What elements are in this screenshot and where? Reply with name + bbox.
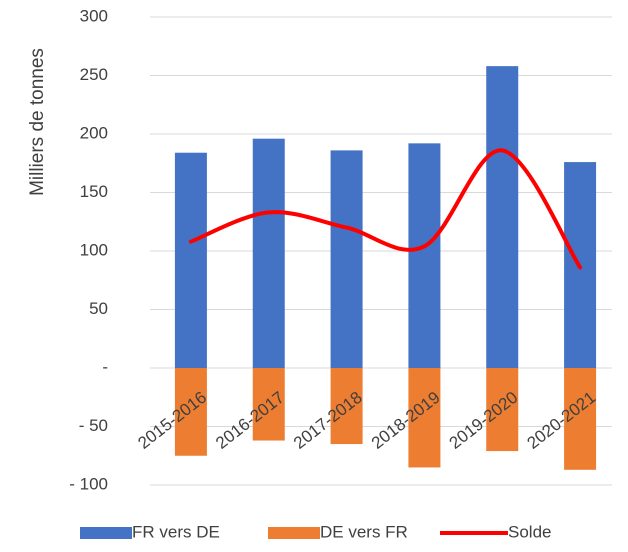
y-tick-label: 50 xyxy=(89,299,108,318)
y-tick-label: 200 xyxy=(80,123,108,142)
bar xyxy=(252,138,285,368)
y-tick-label: 100 xyxy=(80,240,108,259)
bar xyxy=(408,143,441,368)
bar xyxy=(330,368,363,445)
bar xyxy=(174,368,207,456)
y-tick-label: - 100 xyxy=(69,474,108,493)
legend-label: DE vers FR xyxy=(320,522,408,541)
legend-label: FR vers DE xyxy=(132,522,220,541)
legend-swatch xyxy=(268,527,320,539)
bar xyxy=(252,368,285,441)
legend-swatch xyxy=(80,527,132,539)
bar xyxy=(486,66,519,368)
line xyxy=(188,148,583,270)
bar xyxy=(174,152,207,368)
bar xyxy=(486,368,519,452)
y-tick-label: 150 xyxy=(80,182,108,201)
y-tick-label: 300 xyxy=(80,6,108,25)
bar xyxy=(408,368,441,468)
bar xyxy=(564,368,597,470)
bar xyxy=(330,150,363,368)
y-axis-title: Milliers de tonnes xyxy=(27,48,48,196)
y-tick-label: - xyxy=(102,357,108,376)
y-tick-label: 250 xyxy=(80,65,108,84)
y-tick-label: - 50 xyxy=(79,416,108,435)
legend-label: Solde xyxy=(508,522,551,541)
